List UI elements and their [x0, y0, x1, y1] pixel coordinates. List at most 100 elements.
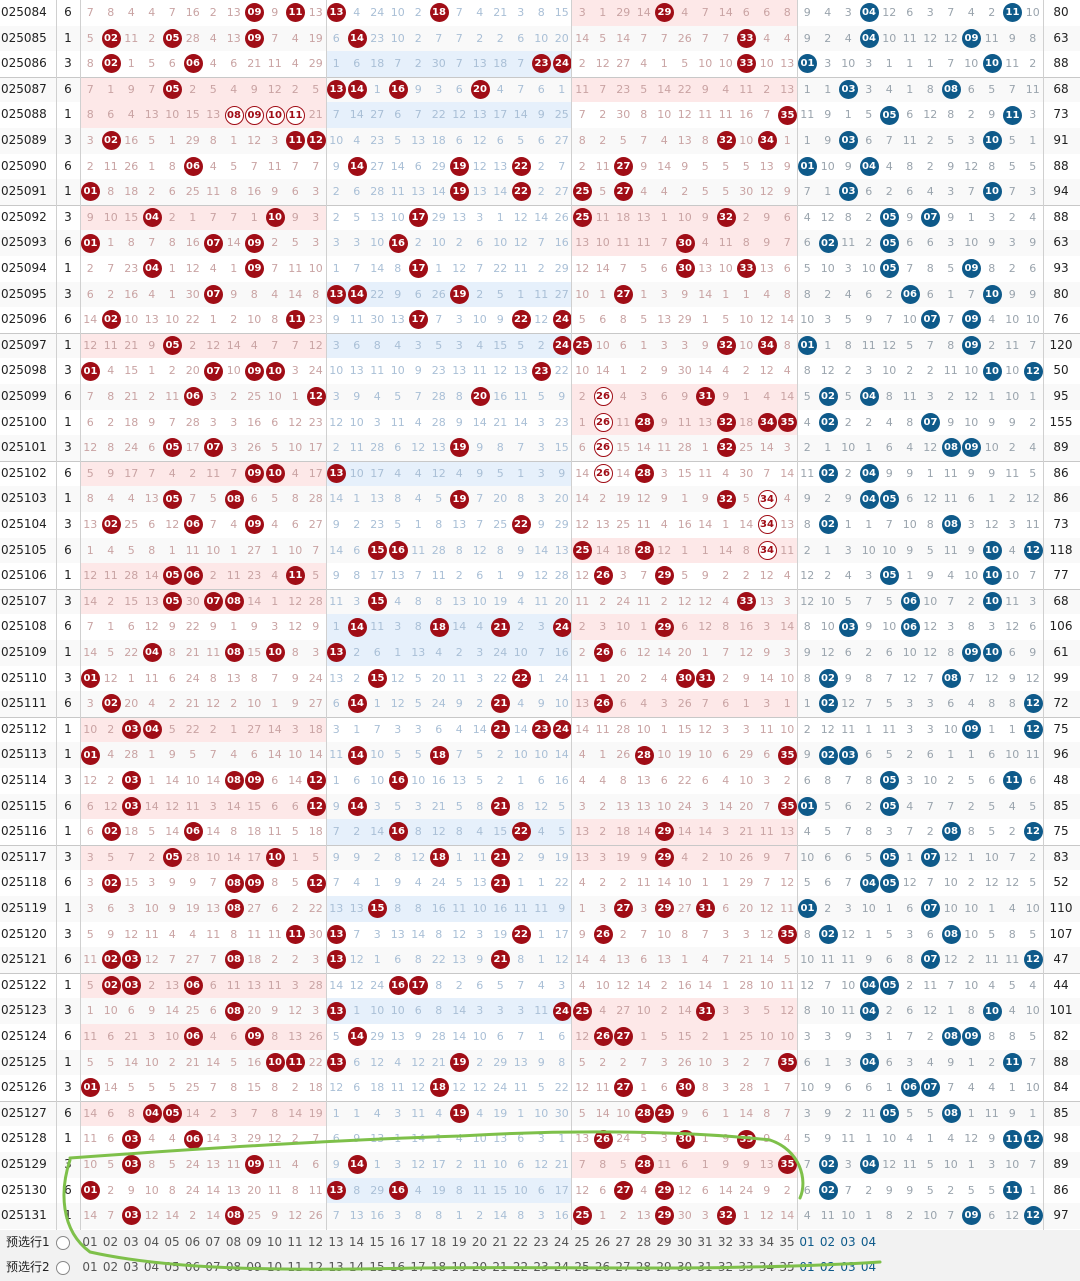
- red-ball: 12: [306, 387, 326, 407]
- miss-count: 12: [472, 159, 487, 173]
- draw-row: 025119 1 3 6 3 10 9 19 13 08 27 6 2 22 13 13 15 8 8 16 11 10 1…: [0, 896, 1080, 922]
- miss-count: 4: [394, 338, 402, 352]
- miss-count: 6: [435, 722, 443, 736]
- miss-count: 4: [722, 594, 730, 608]
- miss-count: 3: [722, 1081, 730, 1095]
- blue-ball: 05: [880, 1104, 899, 1124]
- miss-count: 1: [230, 262, 238, 275]
- miss-count: 1: [168, 287, 176, 301]
- red-ball: 27: [614, 1180, 633, 1200]
- miss-count: 7: [701, 927, 709, 941]
- miss-count: 4: [885, 415, 893, 429]
- miss-count: 1: [496, 210, 504, 224]
- miss-count: 12: [943, 31, 958, 45]
- preselect-radio[interactable]: [56, 1235, 70, 1250]
- period-label: 025094: [1, 261, 47, 275]
- miss-count: 9: [148, 338, 156, 352]
- miss-count: 24: [431, 876, 446, 890]
- miss-count: 5: [640, 262, 648, 275]
- miss-count: 2: [906, 1209, 914, 1223]
- miss-count: 18: [247, 825, 262, 839]
- miss-count: 11: [1005, 594, 1020, 608]
- preselect-blue-number[interactable]: 04: [860, 1260, 877, 1275]
- miss-count: 11: [144, 671, 159, 685]
- miss-count: 7: [517, 1030, 525, 1043]
- red-ball: 30: [675, 233, 695, 253]
- miss-count: 4: [291, 57, 299, 71]
- miss-count: 14: [780, 390, 795, 403]
- miss-count: 14: [431, 185, 446, 199]
- miss-count: 10: [1025, 1004, 1040, 1018]
- red-ball: 23: [532, 361, 551, 381]
- miss-count: 10: [943, 722, 958, 736]
- red-ball: 29: [655, 3, 674, 23]
- miss-count: 21: [308, 108, 323, 122]
- miss-count: 6: [865, 287, 873, 301]
- red-ball: 05: [163, 592, 182, 612]
- red-ball: 04: [142, 1104, 162, 1124]
- miss-count: 13: [575, 697, 590, 711]
- red-ball: 21: [491, 848, 510, 868]
- miss-count: 24: [739, 1183, 754, 1197]
- miss-count: 14: [759, 953, 774, 967]
- blue-ball: 12: [1023, 540, 1043, 560]
- miss-count: 3: [599, 620, 607, 634]
- blue-ball: 02: [818, 233, 838, 253]
- preselect-blue-number[interactable]: 04: [860, 1234, 877, 1249]
- miss-count: 6: [988, 748, 996, 762]
- blue-ball: 09: [962, 336, 981, 356]
- red-ball: 03: [122, 1155, 141, 1175]
- miss-count: 1: [230, 722, 238, 736]
- miss-count: 7: [947, 313, 955, 327]
- miss-count: 5: [885, 927, 893, 941]
- miss-count: 13: [349, 364, 364, 378]
- gap-value: 3: [64, 209, 72, 224]
- miss-count: 6: [742, 6, 750, 19]
- sum-value: 86: [1053, 465, 1069, 480]
- sum-value: 106: [1049, 619, 1073, 634]
- red-ball: 06: [183, 54, 203, 74]
- miss-count: 17: [370, 569, 385, 583]
- miss-count: 3: [906, 927, 914, 941]
- blue-ball: 09: [962, 438, 981, 458]
- preselect-radio[interactable]: [56, 1261, 70, 1276]
- miss-count: 6: [844, 1081, 852, 1095]
- gap-value: 6: [64, 389, 72, 403]
- miss-count: 9: [558, 466, 566, 480]
- miss-count: 5: [86, 978, 94, 992]
- draw-row: 025121 6 11 02 03 12 7 27 7 08 18 2 2 3 13 12 1 6 8 22 13 9 21…: [0, 947, 1080, 973]
- miss-count: 3: [517, 6, 525, 19]
- miss-count: 1: [722, 876, 730, 890]
- miss-count: 5: [885, 594, 893, 608]
- red-ball: 16: [388, 233, 408, 253]
- miss-count: 9: [660, 364, 668, 378]
- blue-ball: 04: [859, 3, 879, 23]
- red-ball: 28: [634, 540, 654, 560]
- miss-count: 7: [1029, 1055, 1037, 1069]
- miss-count: 10: [370, 1004, 385, 1018]
- miss-count: 2: [86, 159, 94, 173]
- miss-count: 12: [267, 82, 282, 96]
- miss-count: 4: [599, 774, 607, 787]
- red-ball: 16: [388, 1180, 408, 1200]
- red-ball: 26: [593, 412, 613, 432]
- red-ball: 05: [163, 438, 182, 458]
- miss-count: 7: [1029, 569, 1037, 583]
- miss-count: 16: [247, 185, 262, 199]
- miss-count: 11: [739, 82, 754, 96]
- miss-count: 11: [636, 236, 651, 250]
- miss-count: 1: [885, 902, 893, 915]
- miss-count: 13: [759, 594, 774, 608]
- miss-count: 21: [185, 646, 200, 659]
- miss-count: 3: [906, 774, 914, 787]
- miss-count: 5: [988, 927, 996, 941]
- miss-count: 28: [185, 31, 200, 45]
- miss-count: 11: [861, 338, 876, 352]
- miss-count: 10: [943, 876, 958, 890]
- miss-count: 12: [390, 671, 405, 685]
- miss-count: 2: [455, 236, 463, 250]
- miss-count: 5: [496, 287, 504, 301]
- gap-value: 6: [64, 875, 72, 890]
- miss-count: 16: [247, 415, 262, 429]
- miss-count: 4: [599, 1004, 607, 1018]
